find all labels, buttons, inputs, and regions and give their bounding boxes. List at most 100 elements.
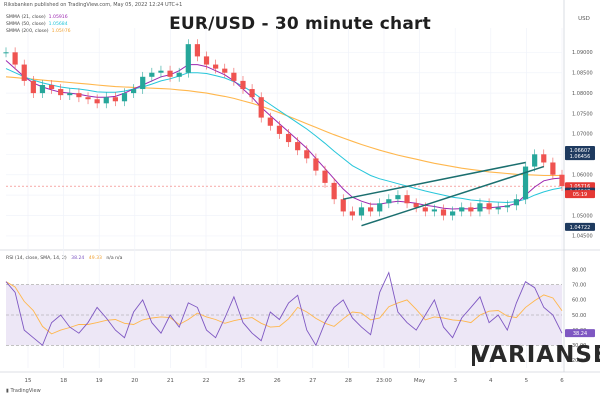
candle-body — [313, 158, 319, 171]
candle-body — [121, 93, 128, 102]
time-tick-label: 23:00 — [376, 378, 392, 384]
rsi-ma-line — [5, 281, 563, 335]
candle-body — [76, 93, 82, 98]
candle-body — [522, 166, 529, 200]
candle-body — [295, 142, 301, 151]
candle-body — [48, 84, 55, 90]
candle-body — [140, 76, 146, 90]
candle-body — [103, 97, 109, 104]
candle-body — [276, 125, 283, 134]
candle-body — [377, 203, 383, 212]
candle-body — [550, 162, 556, 175]
candle-body — [267, 117, 273, 126]
candle-body — [194, 44, 201, 57]
candle-body — [58, 89, 64, 96]
candle-body — [213, 64, 219, 69]
time-tick-label: 15 — [25, 378, 32, 384]
rsi-tick-label: 20.00 — [572, 358, 586, 364]
candle-body — [331, 182, 337, 200]
time-tick-label: 4 — [489, 378, 493, 384]
time-tick-label: 6 — [560, 378, 564, 384]
rsi-tick-label: 50.00 — [572, 313, 586, 319]
rsi-current-label: 38.24 — [573, 331, 587, 337]
candle-body — [468, 207, 474, 212]
candle-body — [85, 97, 91, 100]
time-tick-label: 21 — [167, 378, 174, 384]
candle-body — [358, 207, 365, 216]
tradingview-icon: ▮ — [6, 388, 11, 394]
candle-body — [158, 70, 164, 73]
rsi-current-tag — [565, 329, 595, 338]
candle-body — [185, 44, 191, 73]
trendline-2 — [361, 165, 545, 227]
rsi-tick-label: 70.00 — [572, 283, 586, 289]
time-tick-label: 20 — [131, 378, 138, 384]
candle-body — [222, 68, 228, 73]
candle-body — [559, 174, 565, 187]
price-tick-label: 1.07000 — [572, 132, 593, 138]
trendline-1 — [343, 161, 526, 200]
indicator-smma50: SMMA (50, close) 1.05684 — [6, 22, 68, 27]
publisher-line: Riksbanken published on TradingView.com,… — [4, 2, 183, 8]
time-tick-label: 3 — [453, 378, 457, 384]
candle-body — [367, 207, 374, 212]
rsi-tick-label: 30.00 — [572, 343, 586, 349]
candle-body — [176, 72, 182, 77]
candle-body — [3, 52, 9, 54]
time-tick-label: 5 — [525, 378, 529, 384]
candle-body — [395, 195, 401, 200]
rsi-tick-label: 60.00 — [572, 298, 586, 304]
price-axis-tag-label: 1.05716 — [570, 184, 591, 190]
rsi-line — [5, 271, 563, 347]
candle-body — [167, 70, 173, 77]
countdown-tag — [565, 190, 595, 199]
candle-body — [431, 209, 437, 212]
rsi-legend: RSI (14, close, SMA, 14, 2) 38.24 49.33 … — [6, 256, 123, 261]
time-tick-label: 26 — [274, 378, 281, 384]
candle-body — [112, 97, 118, 102]
candle-body — [249, 89, 255, 98]
indicator-smma21: SMMA (21, close) 1.05916 — [6, 15, 68, 20]
candle-body — [513, 199, 520, 206]
time-tick-label: May — [414, 378, 426, 384]
price-axis-tag — [565, 145, 595, 154]
time-tick-label: 28 — [345, 378, 352, 384]
countdown-label: 05:19 — [573, 192, 587, 198]
candle-body — [349, 211, 355, 216]
price-tick-label: 1.06000 — [572, 173, 593, 179]
time-tick-label: 27 — [309, 378, 316, 384]
candle-body — [21, 64, 27, 81]
candle-body — [422, 207, 428, 212]
candle-body — [477, 203, 483, 212]
smma50-line — [5, 68, 563, 204]
candle-body — [240, 80, 246, 90]
candle-body — [231, 72, 237, 81]
currency-label: USD — [578, 16, 590, 22]
indicator-legend: SMMA (21, close) 1.05916 SMMA (50, close)… — [6, 14, 71, 35]
candle-body — [495, 207, 501, 210]
candle-body — [413, 203, 419, 208]
price-tick-label: 1.08500 — [572, 71, 593, 77]
candle-body — [304, 150, 310, 159]
price-tick-label: 1.09000 — [572, 50, 593, 56]
candle-body — [94, 99, 100, 104]
candle-body — [131, 89, 137, 94]
time-tick-label: 25 — [238, 378, 245, 384]
price-axis-tag-label: 1.06607 — [570, 148, 591, 154]
candle-body — [322, 170, 328, 183]
tradingview-footer: ▮ TradingView — [6, 388, 41, 394]
smma200-line — [5, 76, 562, 177]
candle-body — [30, 80, 36, 94]
price-axis-tag — [565, 222, 595, 231]
price-tick-label: 1.04500 — [572, 234, 593, 240]
time-tick-label: 18 — [60, 378, 67, 384]
brand-logo: VARIANSE — [472, 342, 600, 368]
smma21-line — [5, 60, 563, 210]
rsi-tick-label: 80.00 — [572, 267, 586, 273]
price-tick-label: 1.05000 — [572, 213, 593, 219]
candle-body — [12, 52, 18, 65]
price-axis-tag — [565, 152, 595, 161]
candle-body — [504, 205, 510, 208]
candle-body — [532, 154, 538, 167]
